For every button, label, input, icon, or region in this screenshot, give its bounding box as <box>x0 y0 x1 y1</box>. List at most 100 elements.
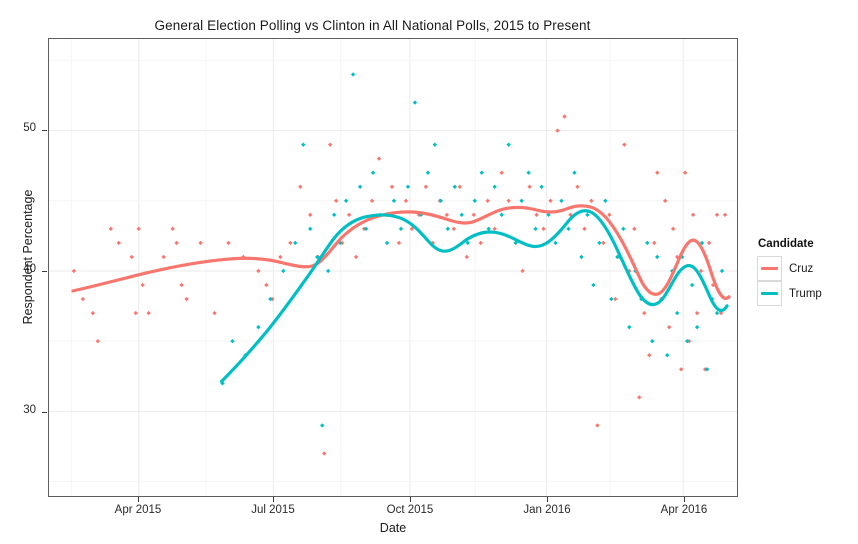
data-point <box>486 226 491 232</box>
data-point <box>572 170 577 175</box>
data-point <box>315 254 320 260</box>
data-point <box>71 268 77 274</box>
data-point <box>146 310 151 316</box>
data-point <box>627 268 632 274</box>
data-point <box>396 240 402 246</box>
data-point <box>363 226 369 232</box>
legend-item-trump[interactable]: Trump <box>757 281 853 306</box>
data-point <box>527 184 532 189</box>
data-point <box>384 240 390 246</box>
data-point <box>553 240 558 246</box>
y-tick-label: 40 <box>23 263 36 275</box>
data-point <box>622 142 627 147</box>
data-point <box>613 296 618 302</box>
data-point <box>689 282 695 288</box>
data-point <box>520 268 525 274</box>
data-point <box>343 198 349 203</box>
legend-key-icon <box>757 281 782 306</box>
data-point <box>357 184 363 189</box>
data-point <box>376 156 382 161</box>
legend-item-cruz[interactable]: Cruz <box>757 256 853 281</box>
data-point <box>499 212 504 218</box>
legend: Candidate Cruz Trump <box>757 238 853 306</box>
series-points-cruz <box>71 114 728 456</box>
data-point <box>585 212 590 218</box>
data-point <box>423 184 429 189</box>
x-tick-label: Apr 2015 <box>114 504 162 516</box>
data-point <box>288 240 293 246</box>
x-tick-label: Apr 2016 <box>660 504 708 516</box>
plot-area <box>49 39 737 496</box>
y-tick-mark <box>42 130 47 131</box>
data-point <box>451 226 457 232</box>
data-point <box>667 324 672 330</box>
data-point <box>370 170 376 175</box>
data-point <box>133 310 138 316</box>
data-point <box>391 198 397 203</box>
x-tick-mark <box>684 497 685 502</box>
data-point <box>595 423 600 428</box>
data-point <box>506 198 511 203</box>
data-point <box>690 212 696 218</box>
data-point <box>655 170 660 175</box>
data-point <box>597 240 602 246</box>
x-tick-label: Jul 2015 <box>251 504 295 516</box>
data-point <box>293 240 298 246</box>
data-point <box>174 240 179 246</box>
data-point <box>465 240 470 246</box>
data-point <box>459 212 464 218</box>
data-point <box>327 142 333 147</box>
data-point <box>129 254 134 260</box>
data-point <box>308 212 313 218</box>
data-point <box>699 240 705 246</box>
data-point <box>637 395 642 400</box>
data-point <box>445 226 451 232</box>
legend-title: Candidate <box>758 238 814 250</box>
data-point <box>492 226 497 232</box>
data-point <box>674 310 680 316</box>
data-point <box>714 310 720 316</box>
data-point <box>499 170 504 175</box>
data-point <box>398 226 404 232</box>
data-point <box>116 240 121 246</box>
data-point <box>539 184 544 189</box>
data-point <box>479 170 484 175</box>
data-point <box>506 142 511 147</box>
legend-items: Cruz Trump <box>757 256 853 306</box>
data-point <box>566 226 571 232</box>
data-point <box>412 100 418 105</box>
data-point <box>403 198 409 203</box>
data-point <box>389 184 395 189</box>
data-point <box>655 254 660 260</box>
data-point <box>627 324 632 330</box>
data-point <box>457 184 462 189</box>
data-point <box>90 310 96 316</box>
data-point <box>607 212 612 218</box>
data-point <box>665 353 670 358</box>
data-point <box>278 254 283 260</box>
legend-item-label: Cruz <box>789 262 814 275</box>
data-point <box>645 240 650 246</box>
x-tick-label: Oct 2015 <box>386 504 434 516</box>
data-point <box>432 142 438 147</box>
data-point <box>533 226 538 232</box>
data-point <box>346 212 352 218</box>
data-point <box>722 212 728 218</box>
data-point <box>230 338 235 344</box>
data-point <box>589 198 594 203</box>
data-point <box>281 268 286 274</box>
data-point <box>353 254 359 260</box>
data-point <box>591 282 596 288</box>
data-point <box>719 268 725 274</box>
trend-line-cruz <box>71 204 731 300</box>
data-point <box>663 198 668 203</box>
data-point <box>706 240 712 246</box>
data-point <box>108 226 114 232</box>
data-point <box>264 282 269 288</box>
x-tick-mark <box>547 497 548 502</box>
data-point <box>140 282 145 288</box>
y-tick-label: 50 <box>23 122 36 134</box>
data-point <box>562 114 567 119</box>
data-point <box>256 324 261 330</box>
data-point <box>485 198 490 203</box>
